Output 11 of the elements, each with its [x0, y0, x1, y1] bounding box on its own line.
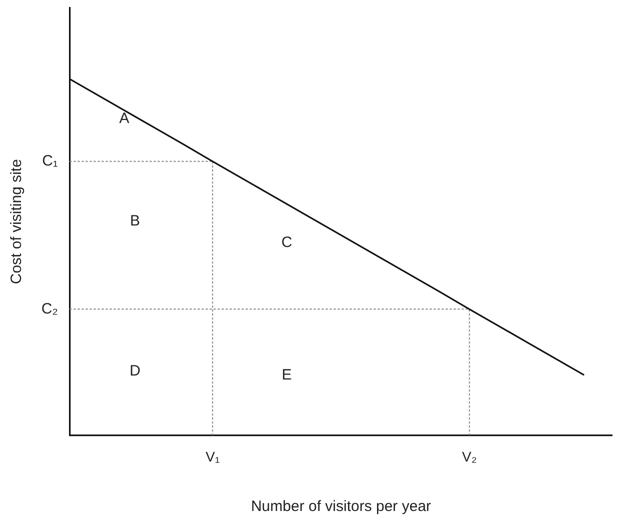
x-tick-label: V₁: [206, 448, 220, 464]
x-axis-title: Number of visitors per year: [250, 498, 432, 516]
series-label: C₁: [42, 152, 58, 170]
x-tick-label: V₂: [462, 448, 477, 464]
annotation: A: [119, 110, 130, 128]
annotation: E: [282, 366, 292, 384]
annotation: D: [130, 362, 141, 380]
annotation: B: [130, 212, 140, 230]
annotation: C: [281, 234, 292, 252]
series-label: C₂: [41, 300, 58, 318]
y-axis-title: Cost of visiting site: [8, 159, 26, 284]
